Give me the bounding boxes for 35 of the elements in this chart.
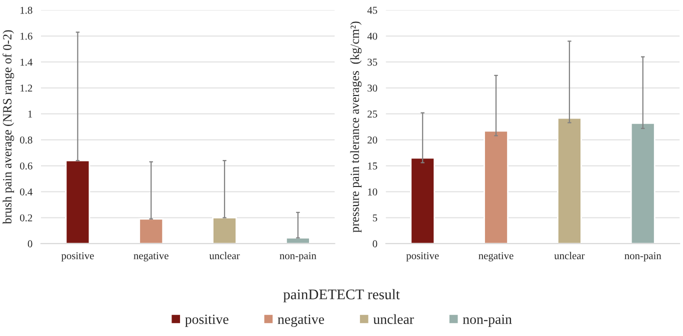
- y-tick-label: 0.2: [20, 214, 32, 222]
- y-axis-title: brush pain average (NRS range of 0-2): [2, 30, 14, 224]
- y-tick-label: 0: [372, 240, 378, 248]
- y-tick-label: 0: [28, 240, 32, 248]
- legend-label: positive: [185, 314, 228, 327]
- y-tick-label: 1: [28, 110, 32, 118]
- x-tick-label: unclear: [554, 252, 585, 260]
- x-tick-label: positive: [406, 252, 439, 262]
- y-tick-label: 10: [368, 188, 378, 196]
- x-tick-label: non-pain: [624, 252, 662, 262]
- y-tick-label: 1.2: [20, 84, 32, 92]
- y-tick-label: 25: [368, 110, 378, 118]
- y-tick-label: 40: [367, 32, 378, 40]
- y-tick-label: 0.8: [20, 136, 32, 144]
- y-tick-label: 35: [368, 58, 378, 66]
- x-tick-label: negative: [478, 252, 514, 262]
- x-tick-label: non-pain: [280, 252, 316, 262]
- y-tick-label: 20: [368, 136, 378, 144]
- y-tick-label: 5: [372, 214, 378, 222]
- y-tick-label: 1.4: [20, 58, 32, 66]
- x-tick-label: positive: [61, 252, 94, 262]
- y-tick-label: 45: [367, 6, 378, 14]
- y-tick-label: 15: [368, 162, 378, 170]
- y-tick-label: 1.8: [20, 6, 32, 14]
- y-tick-label: 0.6: [20, 162, 32, 170]
- x-axis-title: painDETECT result: [283, 289, 400, 302]
- y-axis-title: pressure pain tolerance averages (kg/cm²): [350, 22, 362, 232]
- y-tick-label: 1.6: [20, 32, 32, 40]
- legend-label: negative: [278, 314, 324, 327]
- legend-label: unclear: [373, 314, 414, 324]
- y-tick-label: 30: [368, 84, 378, 92]
- y-tick-label: 0.4: [20, 188, 32, 196]
- x-tick-label: negative: [134, 252, 168, 262]
- legend-label: non-pain: [462, 314, 512, 327]
- x-tick-label: unclear: [209, 252, 240, 260]
